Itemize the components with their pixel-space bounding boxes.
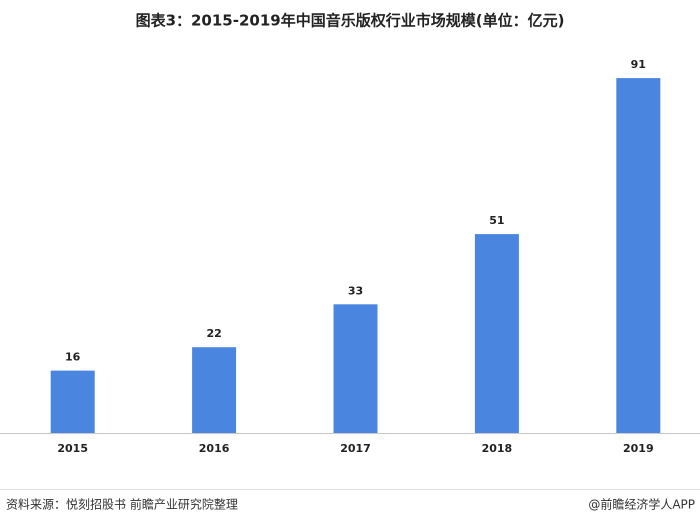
bar <box>50 370 95 433</box>
source-note: 资料来源：悦刻招股书 前瞻产业研究院整理 <box>6 497 238 512</box>
x-tick-label: 2019 <box>623 442 654 455</box>
bar <box>192 347 237 433</box>
value-label: 33 <box>348 284 363 297</box>
value-label: 51 <box>489 214 504 227</box>
x-tick-label: 2018 <box>482 442 513 455</box>
x-tick-label: 2017 <box>340 442 371 455</box>
value-label: 16 <box>65 351 81 364</box>
value-label: 91 <box>631 58 646 71</box>
x-tick-label: 2015 <box>57 442 88 455</box>
credit: @前瞻经济学人APP <box>588 497 695 512</box>
x-tick-label: 2016 <box>199 442 230 455</box>
bar <box>616 78 661 433</box>
value-label: 22 <box>206 327 221 340</box>
chart-title: 图表3：2015-2019年中国音乐版权行业市场规模(单位：亿元) <box>136 12 565 30</box>
bar <box>474 234 519 433</box>
bar <box>333 304 378 433</box>
